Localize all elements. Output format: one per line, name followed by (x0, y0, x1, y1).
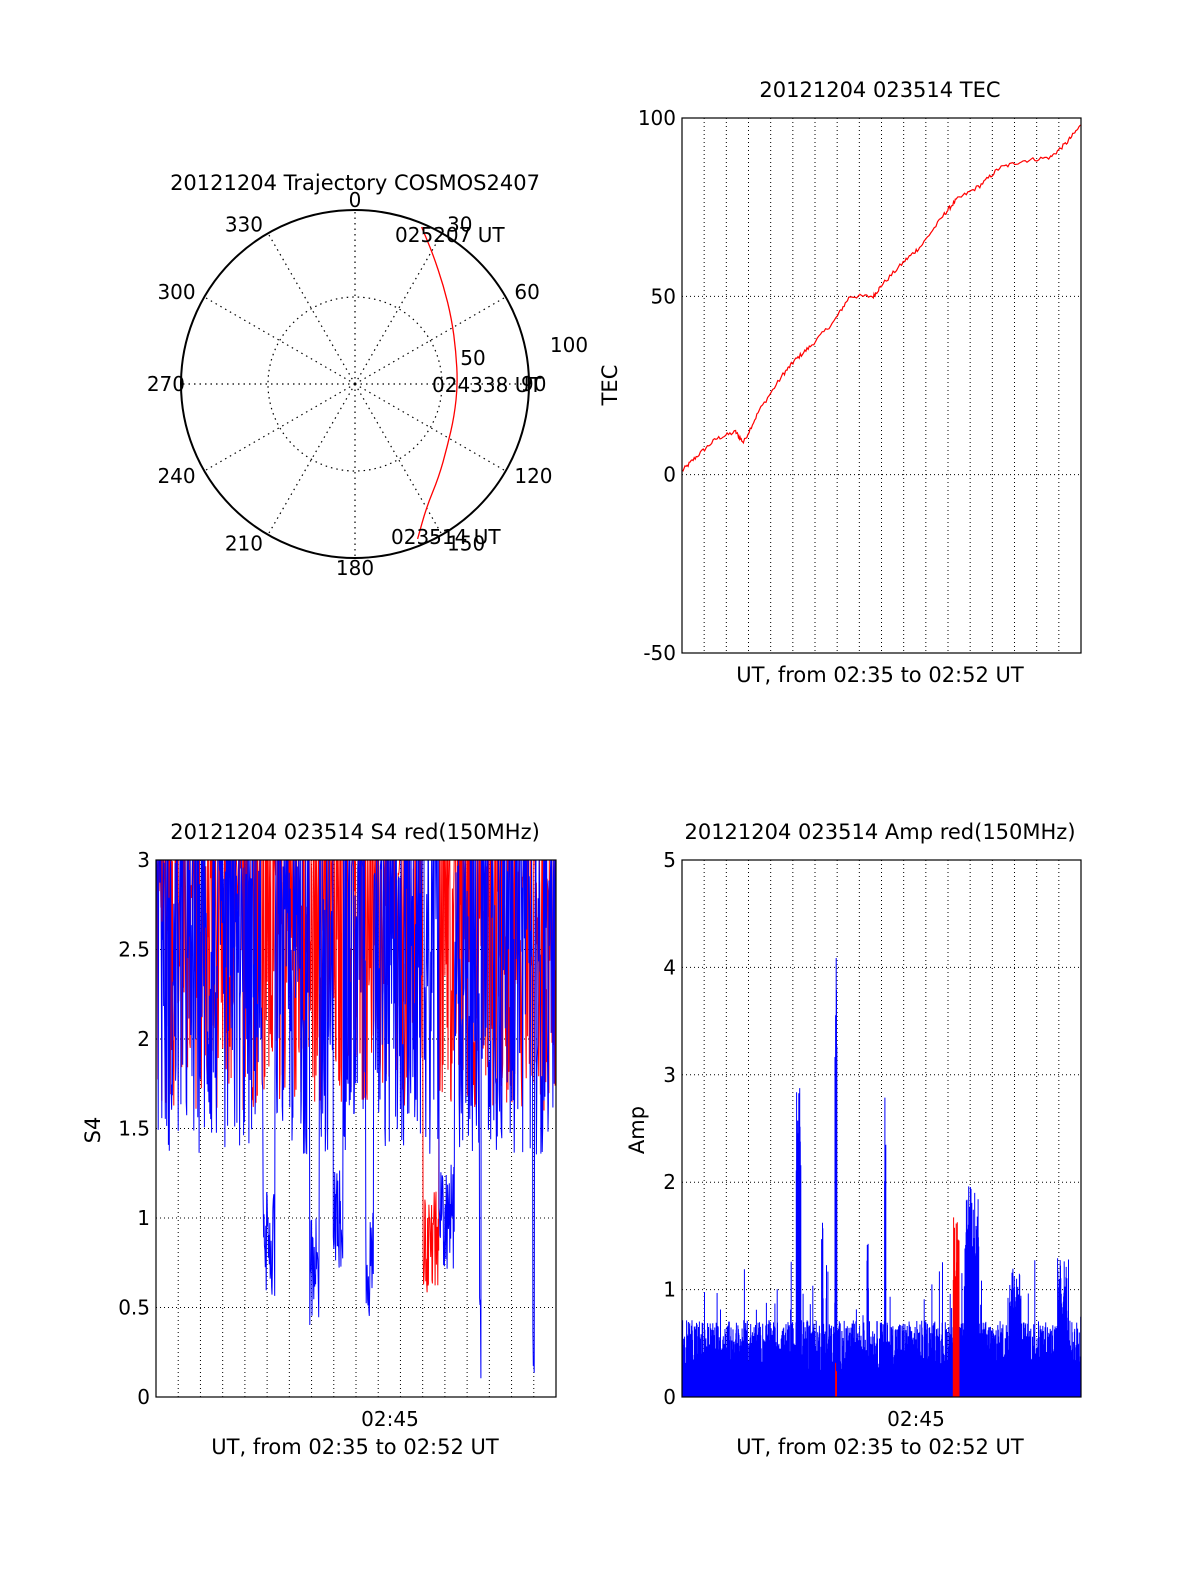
amp-ylabel: Amp (625, 1106, 649, 1154)
s4-ytick-3: 3 (137, 848, 150, 872)
tec-ytick-100: 100 (638, 106, 676, 130)
amp-ytick-4: 4 (663, 955, 676, 979)
s4-plot-frame (155, 859, 557, 1398)
amp-ytick-1: 1 (663, 1278, 676, 1302)
polar-radial-label-50: 50 (460, 346, 485, 370)
polar-spoke-300 (204, 296, 356, 385)
polar-spoke-120 (354, 383, 506, 472)
s4-panel: 20121204 023514 S4 red(150MHz) 3 2.5 2 1.5 1… (81, 820, 557, 1459)
s4-xtick-0245: 02:45 (361, 1407, 419, 1431)
tec-ylabel: TEC (598, 365, 622, 407)
amp-xtick-0245: 02:45 (887, 1407, 945, 1431)
s4-xlabel: UT, from 02:35 to 02:52 UT (211, 1435, 499, 1459)
polar-angle-label-300: 300 (157, 280, 195, 304)
polar-radial-label-100: 100 (550, 333, 588, 357)
polar-annotation-start: 023514 UT (391, 525, 501, 549)
amp-panel: 20121204 023514 Amp red(150MHz) 5 4 3 2 1 0 0… (625, 820, 1082, 1459)
s4-ytick-1: 1 (137, 1206, 150, 1230)
polar-spoke-60 (354, 296, 506, 385)
s4-y-tick-labels: 3 2.5 2 1.5 1 0.5 0 (118, 848, 150, 1409)
s4-ytick-1.5: 1.5 (118, 1117, 150, 1141)
amp-plot-frame (681, 859, 1082, 1398)
polar-angle-label-30: 30 (447, 213, 472, 237)
polar-trajectory-line (416, 226, 458, 540)
s4-ylabel: S4 (81, 1117, 105, 1144)
amp-ytick-3: 3 (663, 1063, 676, 1087)
polar-ring-50 (267, 296, 443, 472)
amp-title: 20121204 023514 Amp red(150MHz) (684, 820, 1075, 844)
polar-spoke-240 (204, 383, 356, 472)
polar-angle-label-120: 120 (514, 464, 552, 488)
tec-series-line (681, 124, 1082, 472)
polar-grid (181, 210, 529, 558)
polar-spoke-210 (267, 383, 356, 535)
amp-series-red (835, 1217, 960, 1397)
polar-angle-labels: 0 30 60 90 120 150 180 210 240 270 300 330 (147, 188, 553, 580)
tec-y-tick-labels: 100 50 0 -50 (638, 106, 676, 665)
tec-plot-frame (681, 117, 1082, 654)
polar-angle-label-90: 90 (521, 372, 546, 396)
amp-ytick-5: 5 (663, 848, 676, 872)
amp-series-blue (681, 958, 1082, 1397)
amp-y-tick-labels: 5 4 3 2 1 0 (663, 848, 676, 1409)
s4-ytick-2: 2 (137, 1027, 150, 1051)
tec-ytick-0: 0 (663, 463, 676, 487)
s4-ytick-0.5: 0.5 (118, 1296, 150, 1320)
polar-panel: 20121204 Trajectory COSMOS2407 0 30 60 90 12… (147, 171, 588, 580)
tec-title: 20121204 023514 TEC (759, 78, 1000, 102)
polar-spoke-150 (354, 383, 443, 535)
polar-angle-label-0: 0 (349, 188, 362, 212)
amp-ytick-0: 0 (663, 1385, 676, 1409)
tec-panel: 20121204 023514 TEC 100 50 0 -50 TEC UT, fr… (598, 78, 1082, 687)
amp-xlabel: UT, from 02:35 to 02:52 UT (736, 1435, 1024, 1459)
tec-grid (682, 118, 1081, 653)
polar-outer-ring (180, 209, 530, 559)
tec-ytick--50: -50 (643, 641, 676, 665)
tec-xlabel: UT, from 02:35 to 02:52 UT (736, 663, 1024, 687)
amp-ytick-2: 2 (663, 1170, 676, 1194)
s4-ytick-2.5: 2.5 (118, 938, 150, 962)
polar-spoke-330 (267, 233, 356, 385)
polar-annotation-mid: 024338 UT (432, 373, 542, 397)
polar-angle-label-240: 240 (157, 464, 195, 488)
polar-title: 20121204 Trajectory COSMOS2407 (170, 171, 540, 195)
polar-angle-label-330: 330 (225, 213, 263, 237)
tec-ytick-50: 50 (651, 284, 676, 308)
polar-angle-label-60: 60 (514, 280, 539, 304)
polar-angle-label-180: 180 (336, 556, 374, 580)
polar-annotation-end: 025207 UT (395, 223, 505, 247)
polar-angle-label-210: 210 (225, 531, 263, 555)
s4-title: 20121204 023514 S4 red(150MHz) (170, 820, 540, 844)
s4-ytick-0: 0 (137, 1385, 150, 1409)
polar-spoke-30 (354, 233, 443, 385)
polar-angle-label-150: 150 (447, 531, 485, 555)
polar-angle-label-270: 270 (147, 372, 185, 396)
